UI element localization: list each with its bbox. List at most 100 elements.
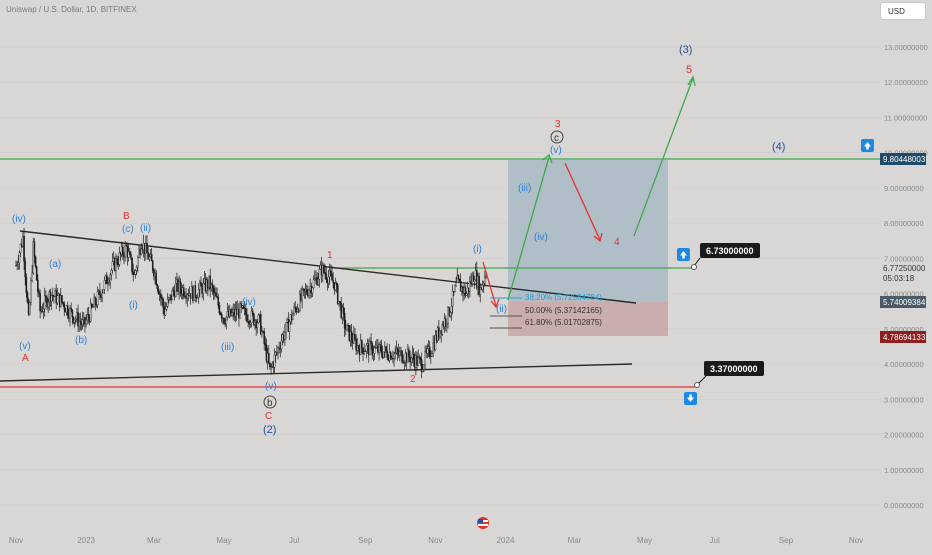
- candle-body: [127, 251, 130, 258]
- candle-body: [63, 303, 66, 310]
- candle-body: [164, 309, 167, 316]
- candle-body: [299, 293, 301, 312]
- candle-body: [179, 281, 182, 290]
- wave-label-A: A: [22, 353, 29, 364]
- candle-body: [215, 292, 217, 297]
- candle-body: [223, 317, 225, 324]
- candle-body: [225, 316, 228, 325]
- candle-body: [202, 282, 205, 294]
- support-anchor-dot: [694, 382, 700, 388]
- candle-body: [346, 324, 348, 331]
- candle-body: [122, 246, 124, 256]
- arrow-down-button[interactable]: [684, 392, 697, 405]
- candle-body: [211, 284, 214, 289]
- candle-body: [105, 275, 108, 285]
- candle-body: [317, 278, 320, 286]
- arrow-up-icon: [680, 251, 687, 259]
- candle-body: [200, 282, 202, 287]
- candle-body: [343, 313, 346, 329]
- candle-body: [81, 319, 84, 325]
- flag-icon[interactable]: [477, 517, 489, 529]
- x-tick-label: Nov: [428, 536, 442, 545]
- candle-body: [240, 303, 243, 308]
- candle-body: [231, 312, 233, 316]
- candle-body: [130, 253, 132, 258]
- candle-body: [239, 303, 241, 319]
- wave-label-iv-mid: (iv): [242, 297, 256, 308]
- candle-body: [256, 322, 259, 329]
- candle-body: [276, 351, 278, 353]
- candle-body: [285, 322, 287, 333]
- candle-body: [270, 366, 272, 368]
- projection-arrow-head-4: [593, 232, 603, 243]
- lower-trendline[interactable]: [0, 363, 633, 382]
- x-tick-label: Nov: [9, 536, 23, 545]
- candle-body: [115, 258, 117, 271]
- candle-body: [379, 344, 382, 347]
- candle-body: [128, 251, 131, 255]
- candle-body: [444, 318, 447, 326]
- wave-label-iv-left: (iv): [12, 214, 26, 225]
- candle-body: [454, 285, 456, 293]
- candle-body: [265, 344, 268, 362]
- candle-body: [131, 257, 133, 273]
- wave-label-2-blue: (2): [263, 424, 276, 436]
- candle-body: [62, 301, 64, 304]
- candle-body: [182, 287, 185, 297]
- candle-body: [371, 343, 374, 356]
- candle-body: [421, 369, 424, 372]
- candle-body: [372, 353, 375, 356]
- candle-body: [420, 359, 423, 372]
- candle-body: [174, 283, 177, 297]
- candle-body: [109, 274, 112, 283]
- y-tick-label: 4.00000000: [884, 360, 924, 369]
- x-tick-label: May: [216, 536, 231, 545]
- candle-body: [396, 348, 399, 353]
- candle-body: [277, 347, 279, 353]
- candle-body: [37, 280, 39, 292]
- y-tick-label: 7.00000000: [884, 254, 924, 263]
- candle-body: [373, 347, 376, 354]
- candle-body: [335, 283, 338, 286]
- currency-label: USD: [888, 7, 905, 16]
- candle-body: [412, 353, 415, 360]
- candle-body: [32, 241, 35, 274]
- candle-body: [284, 332, 286, 340]
- time-axis[interactable]: Nov 2023 Mar May Jul Sep Nov 2024 Mar May Jul Sep No…: [9, 536, 863, 545]
- currency-button[interactable]: USD: [880, 2, 926, 20]
- upper-target-price: 6.73000000: [706, 246, 754, 256]
- wave-label-ii-right: (ii): [496, 304, 507, 315]
- candle-body: [134, 270, 137, 275]
- candle-body: [151, 260, 154, 271]
- projection-arrow-head-3: [542, 153, 553, 164]
- candle-body: [311, 287, 314, 294]
- candle-body: [61, 295, 63, 303]
- candle-body: [165, 306, 168, 310]
- x-tick-label: May: [637, 536, 652, 545]
- arrow-up-button-right[interactable]: [861, 139, 874, 152]
- candle-body: [72, 316, 75, 323]
- candle-body: [336, 284, 339, 304]
- candle-body: [464, 287, 467, 296]
- candle-body: [43, 295, 46, 310]
- candle-body: [78, 320, 81, 327]
- candle-body: [350, 331, 353, 341]
- x-tick-label: Mar: [147, 536, 161, 545]
- upper-target-tag: [700, 243, 760, 258]
- wave-label-c: (c): [122, 224, 134, 235]
- arrow-up-button-target[interactable]: [677, 248, 690, 261]
- wave-label-C: C: [265, 411, 272, 422]
- candle-body: [99, 290, 101, 296]
- candle-body: [484, 277, 486, 284]
- green-line-tag: [880, 153, 926, 165]
- candle-body: [419, 357, 422, 360]
- candle-body: [50, 295, 53, 302]
- candle-body: [74, 318, 77, 321]
- box-mid-tag: [880, 296, 926, 308]
- candle-body: [42, 308, 45, 312]
- candle-body: [172, 290, 175, 292]
- candle-body: [146, 242, 148, 253]
- projection-arrow-head-ii: [490, 298, 500, 309]
